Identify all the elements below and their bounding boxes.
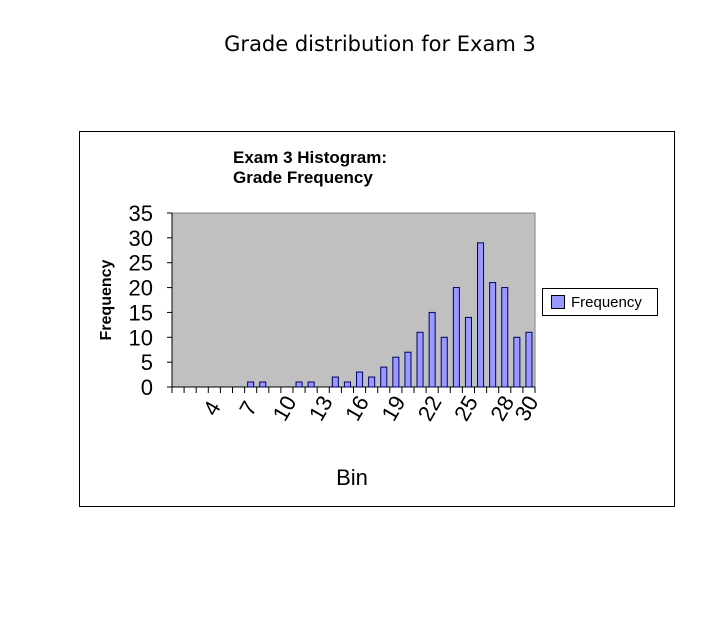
histogram-bar	[452, 287, 460, 388]
slide-title: Grade distribution for Exam 3	[224, 32, 536, 56]
histogram-bar	[489, 282, 497, 388]
histogram-bar	[416, 331, 424, 388]
legend-label: Frequency	[571, 293, 642, 311]
y-tick-label: 5	[141, 350, 153, 375]
legend-swatch	[551, 295, 565, 309]
histogram-bar	[343, 381, 351, 388]
histogram-bar	[295, 381, 303, 388]
histogram-bar	[307, 381, 315, 388]
y-tick-label: 30	[129, 226, 153, 251]
histogram-bar	[501, 287, 509, 388]
chart-title-line-1: Exam 3 Histogram:	[233, 148, 387, 167]
histogram-bar	[404, 351, 412, 388]
x-tick-label: 16	[340, 391, 374, 425]
histogram-bar	[331, 376, 339, 388]
histogram-bar	[259, 381, 267, 388]
x-axis-label: Bin	[336, 465, 368, 490]
y-tick-label: 0	[141, 375, 153, 400]
x-tick-label: 7	[234, 397, 262, 420]
y-tick-label: 35	[129, 201, 153, 226]
x-tick-label: 22	[413, 391, 447, 425]
y-tick-label: 25	[129, 251, 153, 276]
y-tick-label: 10	[129, 325, 153, 350]
y-tick-label: 15	[129, 300, 153, 325]
histogram-bar	[428, 311, 436, 388]
histogram-bar	[356, 371, 364, 388]
histogram-bar	[380, 366, 388, 388]
x-tick-label: 25	[449, 391, 483, 425]
y-axis-label: Frequency	[98, 259, 115, 340]
legend: Frequency	[542, 288, 658, 316]
histogram-bar	[513, 336, 521, 388]
histogram-bar	[477, 242, 485, 388]
histogram-bar	[525, 331, 533, 388]
histogram-bar	[392, 356, 400, 388]
chart-title: Exam 3 Histogram: Grade Frequency	[233, 148, 493, 188]
y-tick-label: 20	[129, 276, 153, 301]
x-tick-label: 10	[268, 391, 302, 425]
histogram-bar	[368, 376, 376, 388]
x-tick-label: 19	[376, 391, 410, 425]
histogram-bar	[247, 381, 255, 388]
histogram-bar	[464, 316, 472, 388]
histogram-bar	[440, 336, 448, 388]
x-tick-label: 30	[510, 391, 544, 425]
x-tick-label: 13	[304, 391, 338, 425]
chart-title-line-2: Grade Frequency	[233, 168, 373, 187]
x-tick-label: 4	[198, 397, 226, 420]
